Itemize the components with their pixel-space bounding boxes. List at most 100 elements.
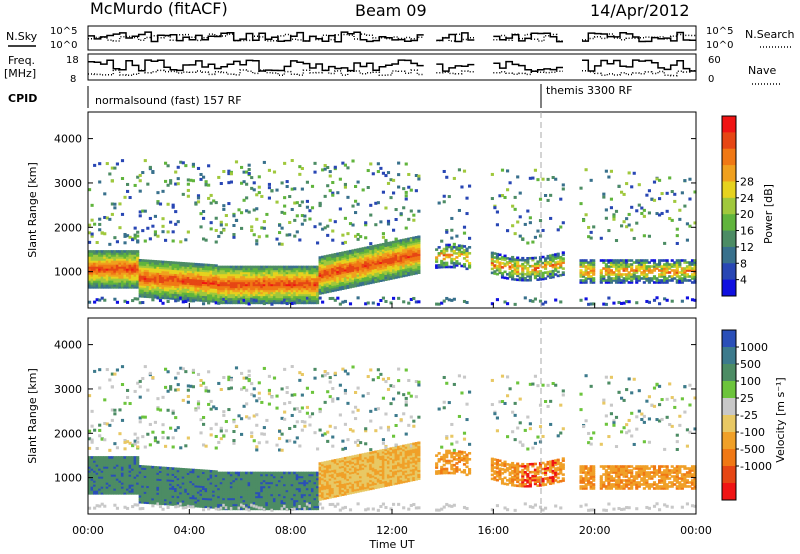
velocity-cell (151, 376, 155, 380)
velocity-cell (103, 480, 107, 483)
power-cell (108, 260, 112, 263)
power-cell (556, 228, 560, 232)
power-cell (627, 171, 631, 175)
velocity-cell (161, 507, 165, 511)
power-cell (202, 273, 206, 277)
power-cell (318, 286, 322, 289)
power-cell (105, 274, 109, 277)
power-cell (503, 256, 507, 260)
power-cell (214, 276, 218, 279)
power-cell (303, 269, 307, 273)
power-cell (665, 259, 669, 262)
velocity-cell (148, 481, 152, 485)
velocity-cell (153, 495, 157, 499)
power-cell (240, 265, 244, 269)
power-cell (343, 260, 347, 264)
velocity-cell (133, 492, 137, 495)
power-cell (308, 283, 312, 287)
velocity-cell (186, 480, 190, 483)
power-cell (404, 268, 408, 271)
power-cell (171, 297, 175, 300)
power-cell (283, 285, 287, 289)
velocity-cell (120, 480, 125, 483)
power-cell (665, 265, 669, 268)
power-cell (374, 254, 378, 258)
velocity-cell (169, 481, 173, 484)
power-cell (348, 257, 353, 261)
power-cell (409, 261, 413, 264)
power-cell (123, 278, 127, 281)
power-cell (343, 254, 347, 258)
power-cell (138, 276, 142, 280)
power-cell (133, 276, 137, 279)
power-cell (455, 252, 459, 255)
power-cell (207, 267, 211, 271)
power-cell (452, 261, 456, 265)
power-cell (407, 247, 411, 251)
power-cell (174, 291, 178, 295)
power-cell (622, 261, 626, 264)
power-cell (582, 281, 586, 284)
power-cell (212, 266, 216, 269)
strip-trace (88, 59, 696, 72)
power-cell (148, 269, 152, 273)
power-cell (366, 258, 370, 261)
power-cell (247, 299, 251, 303)
power-cell (278, 285, 282, 289)
power-cell (343, 266, 347, 270)
power-cell (143, 289, 147, 292)
power-cell (356, 282, 360, 285)
power-cell (161, 280, 165, 284)
power-cell (404, 250, 408, 253)
power-cell (265, 265, 269, 269)
velocity-cell (164, 484, 168, 488)
power-cell (240, 295, 244, 299)
power-cell (303, 293, 307, 297)
power-cell (407, 269, 411, 273)
power-cell (191, 294, 195, 298)
power-cell (146, 261, 150, 265)
velocity-cell (153, 499, 157, 503)
power-cell (186, 272, 190, 275)
power-cell (556, 252, 560, 256)
velocity-cell (169, 467, 173, 470)
power-cell (138, 294, 142, 298)
power-cell (333, 257, 337, 260)
velocity-cell (153, 466, 157, 469)
power-cell (354, 276, 358, 280)
power-cell (632, 236, 636, 240)
power-cell (384, 206, 388, 210)
velocity-cell (136, 470, 140, 473)
power-cell (207, 183, 211, 187)
power-cell (614, 259, 619, 262)
power-cell (386, 271, 391, 275)
velocity-cell (113, 488, 117, 491)
power-cell (310, 265, 315, 269)
power-cell (376, 279, 380, 283)
power-cell (541, 271, 545, 275)
power-cell (267, 289, 271, 293)
power-cell (402, 264, 406, 268)
power-cell (288, 265, 292, 269)
power-cell (247, 283, 251, 287)
power-cell (559, 300, 563, 304)
velocity-cell (95, 492, 99, 495)
velocity-cell (141, 481, 145, 484)
power-cell (685, 273, 689, 276)
power-cell (300, 200, 304, 204)
power-cell (227, 169, 231, 173)
power-cell (318, 266, 322, 269)
power-cell (384, 256, 388, 259)
power-cell (336, 256, 340, 260)
power-cell (295, 285, 299, 289)
velocity-cell (138, 482, 142, 486)
velocity-cell (189, 490, 193, 494)
velocity-cell (95, 458, 99, 461)
power-cell (384, 250, 388, 253)
power-cell (313, 289, 317, 293)
power-cell (176, 283, 180, 287)
power-cell (146, 182, 150, 186)
y-tick-label: 1000 (54, 266, 82, 279)
power-cell (138, 260, 142, 264)
power-cell (204, 281, 208, 285)
